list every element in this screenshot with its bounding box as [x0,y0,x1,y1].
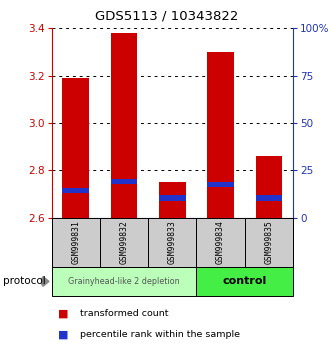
Bar [63,188,89,193]
Bar [207,52,234,218]
Bar [245,218,293,267]
Text: transformed count: transformed count [80,309,168,318]
Text: GSM999833: GSM999833 [168,221,177,264]
Bar [148,218,196,267]
Bar [256,195,282,201]
Text: percentile rank within the sample: percentile rank within the sample [80,330,240,339]
Text: GSM999835: GSM999835 [264,221,273,264]
Bar [100,218,148,267]
Text: control: control [223,276,267,286]
Text: GDS5113 / 10343822: GDS5113 / 10343822 [95,10,238,22]
Text: GSM999834: GSM999834 [216,221,225,264]
Text: ■: ■ [58,308,69,318]
Text: ■: ■ [58,330,69,339]
Bar [207,182,234,187]
Bar [111,179,137,184]
Bar [159,195,185,201]
Bar [196,218,245,267]
Bar [52,267,196,296]
Text: Grainyhead-like 2 depletion: Grainyhead-like 2 depletion [68,277,180,286]
Bar [111,33,137,218]
Text: protocol: protocol [3,276,46,286]
Bar [52,218,100,267]
FancyArrow shape [42,276,49,286]
Bar [256,156,282,218]
Bar [159,182,185,218]
Text: GSM999831: GSM999831 [71,221,80,264]
Bar [63,78,89,218]
Bar [196,267,293,296]
Text: GSM999832: GSM999832 [120,221,129,264]
